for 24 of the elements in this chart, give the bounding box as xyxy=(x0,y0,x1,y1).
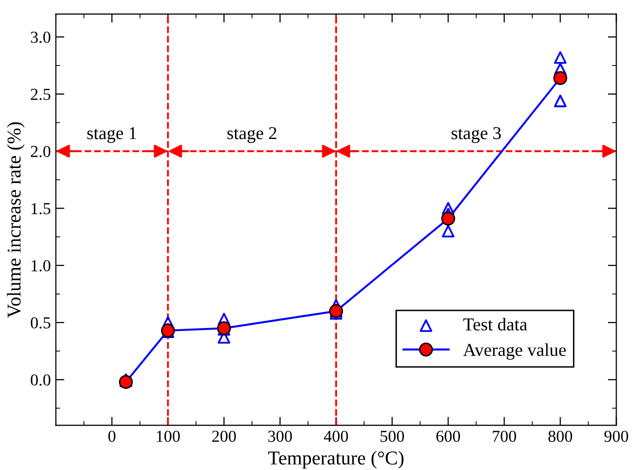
x-tick-label: 900 xyxy=(604,430,628,442)
y-tick-label: 1.0 xyxy=(32,260,50,272)
annotation: stage 2 xyxy=(227,127,276,143)
x-tick-label: 600 xyxy=(436,430,460,442)
x-tick-label: 200 xyxy=(212,430,236,442)
annotation: stage 3 xyxy=(452,127,501,143)
y-tick-label: 0.0 xyxy=(30,374,50,386)
x-tick-label: 0 xyxy=(108,430,116,442)
x-tick-label: 800 xyxy=(548,430,572,442)
y-tick-label: 0.5 xyxy=(30,317,50,329)
y-tick-label: 1.5 xyxy=(32,203,50,214)
x-tick-label: 100 xyxy=(156,430,180,442)
y-tick-label: 2.5 xyxy=(30,88,50,100)
x-tick-label: 300 xyxy=(268,430,292,442)
y-tick-label: 3.0 xyxy=(30,32,50,43)
y-tick-label: 2.0 xyxy=(30,146,50,158)
annotation: stage 1 xyxy=(87,127,136,143)
x-tick-label: 500 xyxy=(380,430,404,442)
x-tick-label: 400 xyxy=(324,430,348,442)
x-tick-label: 700 xyxy=(492,430,516,442)
legend-label: Average value xyxy=(463,343,566,360)
x-axis-title: Temperature (°C) xyxy=(268,450,404,469)
legend-label: Test data xyxy=(463,318,528,331)
y-axis-title: Volume increase rate (%) xyxy=(6,122,25,318)
